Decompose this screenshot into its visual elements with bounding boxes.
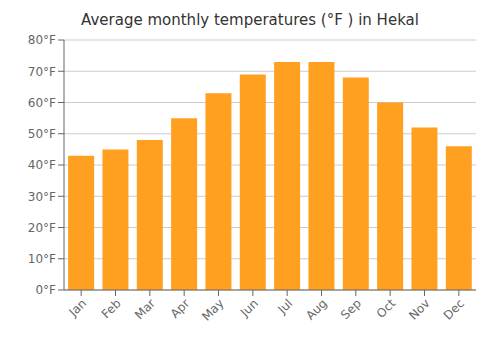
- html-text:Average monthly temperatures (: Average monthly temperatures (°F ) in He…: [81, 11, 419, 29]
- svg-text:Dec: Dec: [441, 296, 467, 322]
- svg-text:Jun: Jun: [237, 296, 261, 320]
- svg-text:Jan: Jan: [66, 296, 90, 320]
- svg-text:30°F: 30°F: [28, 190, 56, 204]
- svg-text:70°F: 70°F: [28, 65, 56, 79]
- svg-text:Apr: Apr: [168, 296, 193, 321]
- svg-text:Jul: Jul: [274, 296, 295, 317]
- svg-text:Oct: Oct: [374, 296, 399, 321]
- svg-text:10°F: 10°F: [28, 252, 56, 266]
- svg-text:60°F: 60°F: [28, 96, 56, 110]
- svg-text:20°F: 20°F: [28, 221, 56, 235]
- svg-text:40°F: 40°F: [28, 158, 56, 172]
- svg-text:80°F: 80°F: [28, 33, 56, 47]
- svg-text:Mar: Mar: [132, 296, 158, 322]
- svg-text:0°F: 0°F: [35, 283, 56, 297]
- svg-text:May: May: [199, 296, 226, 323]
- svg-text:Aug: Aug: [303, 296, 329, 322]
- svg-text:50°F: 50°F: [28, 127, 56, 141]
- svg-text:Sep: Sep: [338, 296, 364, 322]
- svg-text:Nov: Nov: [406, 296, 432, 322]
- svg-text:Feb: Feb: [99, 296, 124, 321]
